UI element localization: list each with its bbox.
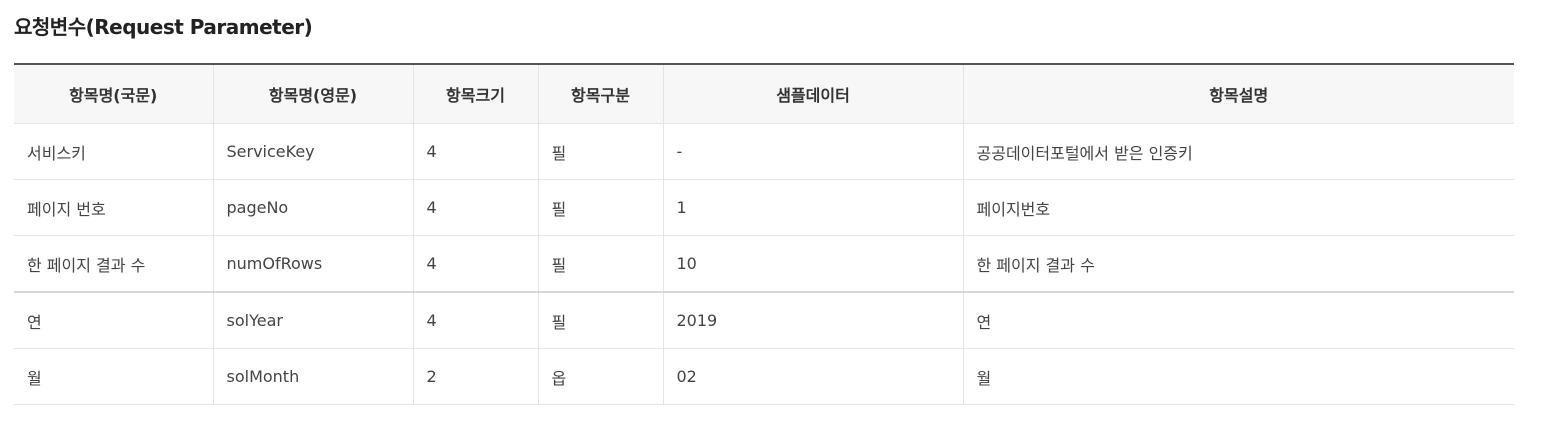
cell-type: 옵 xyxy=(538,348,664,405)
cell-size: 4 xyxy=(413,179,539,236)
header-name-korean: 항목명(국문) xyxy=(14,64,214,124)
header-name-english: 항목명(영문) xyxy=(213,64,414,124)
table-row: 서비스키 ServiceKey 4 필 - 공공데이터포털에서 받은 인증키 xyxy=(14,123,1514,180)
cell-name-korean: 연 xyxy=(14,292,214,349)
table-row: 한 페이지 결과 수 numOfRows 4 필 10 한 페이지 결과 수 xyxy=(14,235,1514,293)
table-row: 페이지 번호 pageNo 4 필 1 페이지번호 xyxy=(14,179,1514,236)
cell-sample-data: 2019 xyxy=(663,292,964,349)
cell-description: 월 xyxy=(963,348,1514,405)
cell-name-korean: 페이지 번호 xyxy=(14,179,214,236)
cell-size: 4 xyxy=(413,292,539,349)
cell-sample-data: 02 xyxy=(663,348,964,405)
request-parameter-table: 항목명(국문) 항목명(영문) 항목크기 항목구분 샘플데이터 항목설명 서비스… xyxy=(14,63,1514,405)
cell-description: 연 xyxy=(963,292,1514,349)
cell-size: 4 xyxy=(413,235,539,293)
header-description: 항목설명 xyxy=(963,64,1514,124)
cell-name-korean: 서비스키 xyxy=(14,123,214,180)
table-header-row: 항목명(국문) 항목명(영문) 항목크기 항목구분 샘플데이터 항목설명 xyxy=(14,64,1514,124)
header-type: 항목구분 xyxy=(538,64,664,124)
cell-sample-data: 10 xyxy=(663,235,964,293)
cell-description: 페이지번호 xyxy=(963,179,1514,236)
cell-name-english: numOfRows xyxy=(213,235,414,293)
table-row: 연 solYear 4 필 2019 연 xyxy=(14,292,1514,349)
cell-description: 공공데이터포털에서 받은 인증키 xyxy=(963,123,1514,180)
cell-sample-data: 1 xyxy=(663,179,964,236)
cell-type: 필 xyxy=(538,292,664,349)
header-sample-data: 샘플데이터 xyxy=(663,64,964,124)
cell-name-english: solYear xyxy=(213,292,414,349)
cell-type: 필 xyxy=(538,179,664,236)
cell-size: 2 xyxy=(413,348,539,405)
cell-name-korean: 월 xyxy=(14,348,214,405)
cell-name-english: pageNo xyxy=(213,179,414,236)
section-title: 요청변수(Request Parameter) xyxy=(14,15,313,39)
header-size: 항목크기 xyxy=(413,64,539,124)
cell-sample-data: - xyxy=(663,123,964,180)
cell-name-english: ServiceKey xyxy=(213,123,414,180)
cell-name-korean: 한 페이지 결과 수 xyxy=(14,235,214,293)
cell-size: 4 xyxy=(413,123,539,180)
table-row: 월 solMonth 2 옵 02 월 xyxy=(14,348,1514,405)
cell-type: 필 xyxy=(538,123,664,180)
cell-name-english: solMonth xyxy=(213,348,414,405)
cell-description: 한 페이지 결과 수 xyxy=(963,235,1514,293)
cell-type: 필 xyxy=(538,235,664,293)
